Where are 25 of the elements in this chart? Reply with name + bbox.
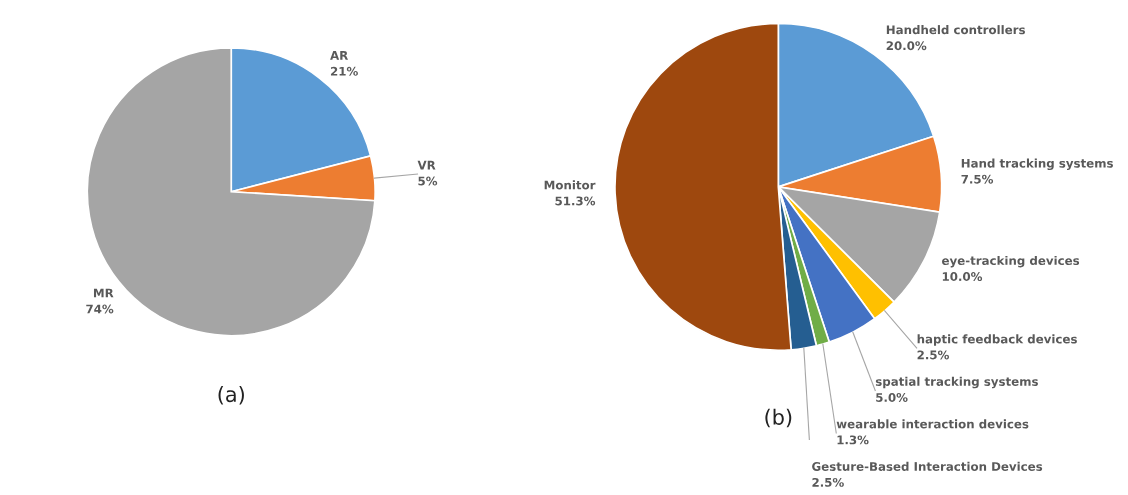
text: (b) (765, 408, 792, 428)
text: (a) (218, 386, 244, 405)
slice-label: MR (93, 288, 114, 298)
slice-label: Monitor (544, 180, 596, 190)
data-label: 51.3% (555, 196, 596, 206)
data-label: 5% (418, 176, 438, 186)
data-label: 21% (330, 66, 358, 76)
slice-label: eye-tracking devices (942, 255, 1080, 268)
slice-label: wearable interaction devices (836, 419, 1029, 429)
slice-label: spatial tracking systems (875, 376, 1038, 389)
data-label: 10.0% (942, 272, 983, 282)
data-label: 1.3% (837, 435, 869, 445)
slice-label: Gesture-Based Interaction Devices (812, 461, 1043, 471)
slice-label: VR (417, 160, 436, 170)
data-label: 74% (86, 304, 114, 314)
slice-label: AR (330, 51, 349, 60)
data-label: 2.5% (812, 477, 844, 487)
data-label: 7.5% (961, 174, 994, 184)
slice-label: Hand tracking systems (961, 158, 1113, 171)
data-label: 2.5% (917, 350, 950, 360)
pie-slice (86, 46, 376, 337)
slice-label: haptic feedback devices (917, 334, 1077, 346)
data-label: 5.0% (876, 392, 908, 402)
slice-label: Handheld controllers (886, 25, 1025, 35)
data-label: 20.0% (886, 41, 927, 51)
